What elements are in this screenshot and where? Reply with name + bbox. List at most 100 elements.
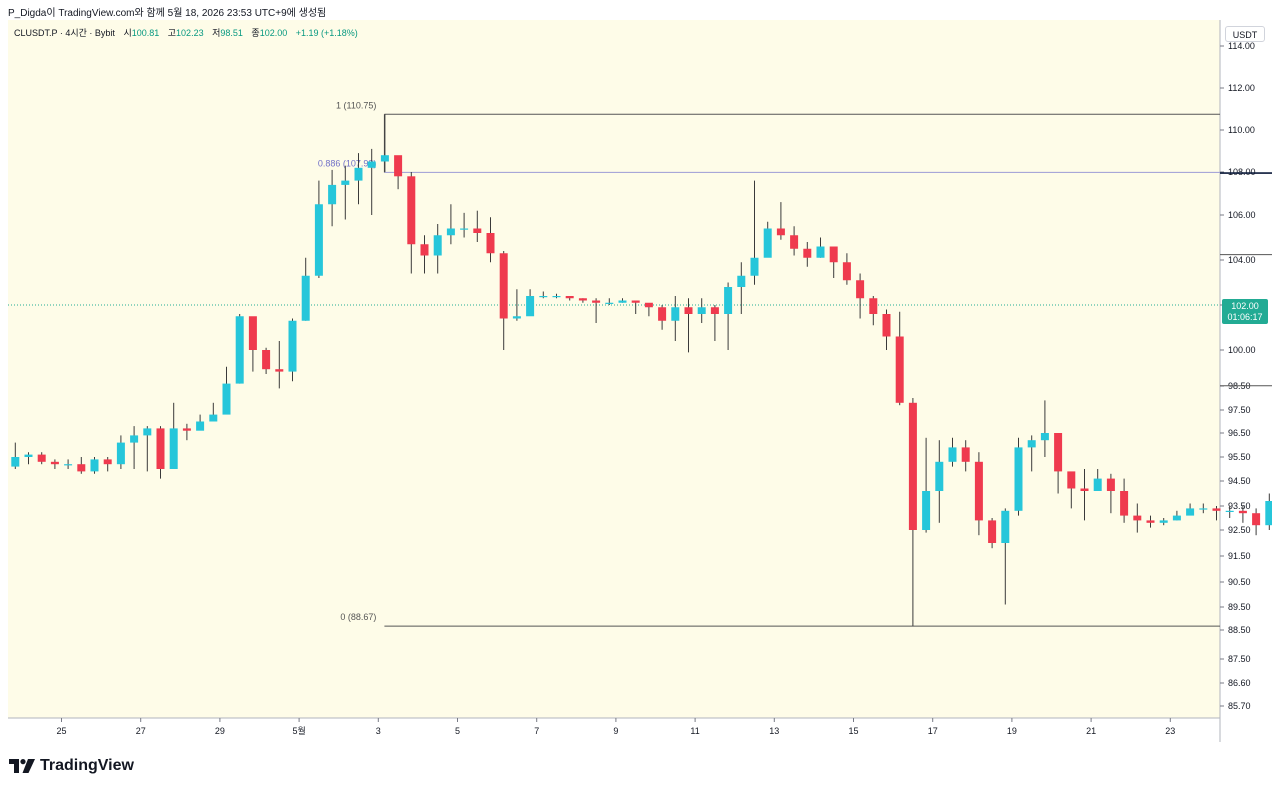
x-tick-label: 13 xyxy=(769,726,779,736)
candle-up xyxy=(328,184,337,205)
candle-up xyxy=(512,316,521,319)
candle-down xyxy=(829,246,838,263)
candle-down xyxy=(275,369,284,372)
candle-down xyxy=(473,228,482,233)
close-label: 종 xyxy=(251,28,260,38)
candle-up xyxy=(948,447,957,462)
candle-down xyxy=(869,298,878,314)
x-tick-label: 15 xyxy=(848,726,858,736)
candle-down xyxy=(592,300,601,303)
candle-down xyxy=(394,155,403,177)
candle-up xyxy=(196,421,205,431)
candle-up xyxy=(235,316,244,384)
candle-up xyxy=(526,296,535,317)
candle-down xyxy=(262,350,271,370)
candle-up xyxy=(1225,510,1234,512)
chart-caption: P_Digda이 TradingView.com와 함께 5월 18, 2026… xyxy=(8,8,327,19)
x-tick-label: 9 xyxy=(613,726,618,736)
fib-level-label: 1 (110.75) xyxy=(336,100,376,110)
y-tick-label: 88.50 xyxy=(1228,625,1251,635)
candle-down xyxy=(803,248,812,258)
candle-up xyxy=(763,228,772,258)
candle-up xyxy=(209,414,218,422)
candle-up xyxy=(1040,433,1049,441)
y-tick-label: 106.00 xyxy=(1228,210,1256,220)
candle-up xyxy=(816,246,825,258)
open-value: 100.81 xyxy=(131,28,160,38)
candle-down xyxy=(50,461,59,465)
candle-up xyxy=(11,457,20,467)
tradingview-logo[interactable]: TradingView xyxy=(9,756,134,776)
y-tick-label: 97.50 xyxy=(1228,405,1251,415)
y-tick-label: 112.00 xyxy=(1228,83,1255,93)
x-tick-label: 25 xyxy=(56,726,66,736)
candle-up xyxy=(737,275,746,287)
y-tick-label: 108.00 xyxy=(1228,167,1256,177)
last-price-value: 102.00 xyxy=(1231,301,1259,311)
candle-down xyxy=(1133,515,1142,521)
candle-up xyxy=(90,459,99,472)
candle-down xyxy=(420,244,429,256)
candle-up xyxy=(1027,440,1036,448)
candle-up xyxy=(750,257,759,276)
candle-down xyxy=(988,520,997,543)
x-tick-label: 21 xyxy=(1086,726,1096,736)
candle-up xyxy=(605,302,614,304)
x-tick-label: 19 xyxy=(1007,726,1017,736)
low-label: 저 xyxy=(212,28,221,38)
y-tick-label: 85.70 xyxy=(1228,701,1251,711)
candle-up xyxy=(1093,478,1102,491)
candle-up xyxy=(288,320,297,372)
candle-down xyxy=(710,307,719,314)
candle-down xyxy=(407,176,416,245)
candle-up xyxy=(341,180,350,185)
candle-down xyxy=(248,316,257,350)
candle-up xyxy=(1199,508,1208,510)
candle-up xyxy=(314,204,323,276)
x-tick-label: 17 xyxy=(928,726,938,736)
candle-up xyxy=(460,228,469,230)
x-tick-label: 5 xyxy=(455,726,460,736)
candle-up xyxy=(1159,520,1168,523)
open-label: 시 xyxy=(123,28,132,38)
y-tick-label: 92.50 xyxy=(1228,525,1251,535)
candle-up xyxy=(380,155,389,162)
candle-down xyxy=(1080,488,1089,491)
y-tick-label: 89.50 xyxy=(1228,602,1251,612)
candle-up xyxy=(130,435,139,443)
candle-down xyxy=(1238,510,1247,514)
candle-down xyxy=(974,461,983,521)
candle-down xyxy=(182,428,191,431)
candle-up xyxy=(143,428,152,436)
y-tick-label: 104.00 xyxy=(1228,255,1256,265)
candle-down xyxy=(1146,520,1155,523)
candle-down xyxy=(37,454,46,462)
candle-up xyxy=(24,454,33,457)
candle-up xyxy=(1014,447,1023,511)
candle-down xyxy=(631,300,640,303)
x-tick-label: 3 xyxy=(376,726,381,736)
candle-up xyxy=(446,228,455,236)
y-tick-label: 100.00 xyxy=(1228,345,1256,355)
y-tick-label: 94.50 xyxy=(1228,476,1251,486)
symbol-legend[interactable]: CLUSDT.P · 4시간 · Bybit 시100.81 고102.23 저… xyxy=(14,26,358,39)
candle-down xyxy=(565,296,574,299)
last-price-badge: 102.00 01:06:17 xyxy=(1222,299,1268,324)
brand-name: TradingView xyxy=(40,757,134,774)
time-axis xyxy=(8,718,1220,742)
candle-up xyxy=(697,307,706,314)
x-tick-label: 27 xyxy=(136,726,146,736)
candle-down xyxy=(684,307,693,314)
candlestick-chart[interactable]: 114.00 112.00 110.00 108.00 106.00 104.00 102.… xyxy=(8,20,1272,742)
change-value: +1.19 (+1.18%) xyxy=(295,28,358,38)
candle-down xyxy=(895,336,904,403)
symbol-name[interactable]: CLUSDT.P · 4시간 · Bybit xyxy=(14,28,115,38)
candle-down xyxy=(499,253,508,319)
currency-button[interactable]: USDT xyxy=(1225,26,1265,42)
bar-countdown: 01:06:17 xyxy=(1227,312,1263,322)
candle-up xyxy=(222,383,231,415)
candle-up xyxy=(301,275,310,321)
candle-down xyxy=(1252,513,1261,526)
y-tick-label: 87.50 xyxy=(1228,654,1251,664)
candle-down xyxy=(842,262,851,281)
